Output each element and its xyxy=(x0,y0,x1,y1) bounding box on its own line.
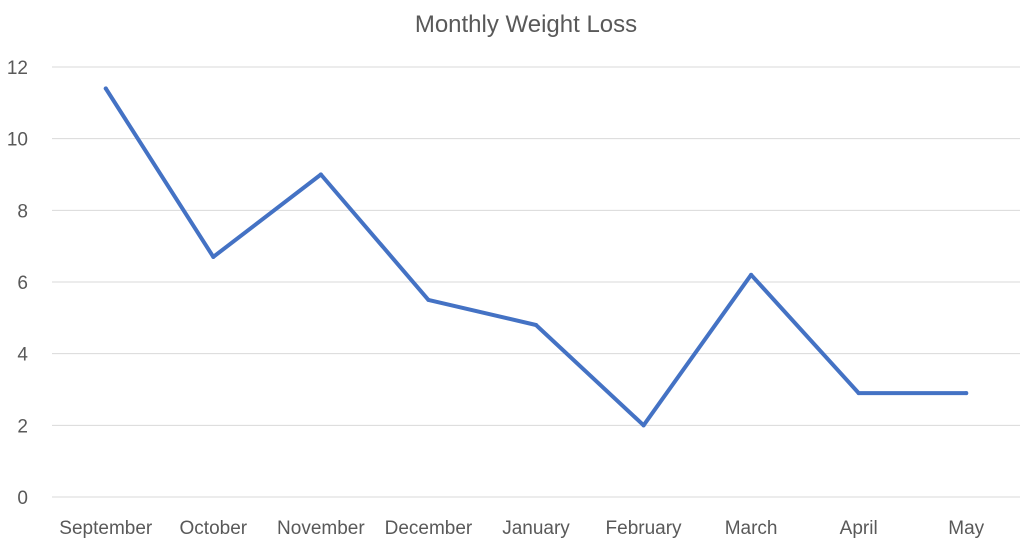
data-point xyxy=(426,297,431,302)
data-point xyxy=(534,323,538,327)
y-tick-label: 0 xyxy=(17,488,28,509)
x-tick-label: December xyxy=(385,518,473,539)
y-tick-label: 6 xyxy=(17,273,28,294)
x-tick-label: April xyxy=(840,518,878,539)
x-tick-label: May xyxy=(948,518,984,539)
y-tick-label: 10 xyxy=(7,130,28,151)
x-axis-ticks: September October November December January F… xyxy=(59,518,984,539)
series-layer xyxy=(103,86,969,428)
x-tick-label: February xyxy=(606,518,683,539)
x-tick-label: September xyxy=(59,518,153,539)
gridlines xyxy=(52,66,1020,498)
data-point xyxy=(211,254,216,259)
data-point xyxy=(103,86,108,91)
y-tick-label: 4 xyxy=(17,345,28,366)
x-tick-label: October xyxy=(180,518,248,539)
data-point xyxy=(641,423,646,428)
x-tick-label: January xyxy=(502,518,570,539)
data-point xyxy=(964,391,969,396)
chart-title: Monthly Weight Loss xyxy=(415,11,637,38)
y-tick-label: 2 xyxy=(17,416,28,437)
data-point xyxy=(318,172,323,177)
y-tick-label: 12 xyxy=(7,58,28,79)
y-tick-label: 8 xyxy=(17,201,28,222)
y-axis-ticks: 0 2 4 6 8 10 12 xyxy=(7,58,29,509)
data-point xyxy=(749,272,754,277)
x-tick-label: March xyxy=(725,518,778,539)
data-point xyxy=(856,391,861,396)
x-tick-label: November xyxy=(277,518,365,539)
